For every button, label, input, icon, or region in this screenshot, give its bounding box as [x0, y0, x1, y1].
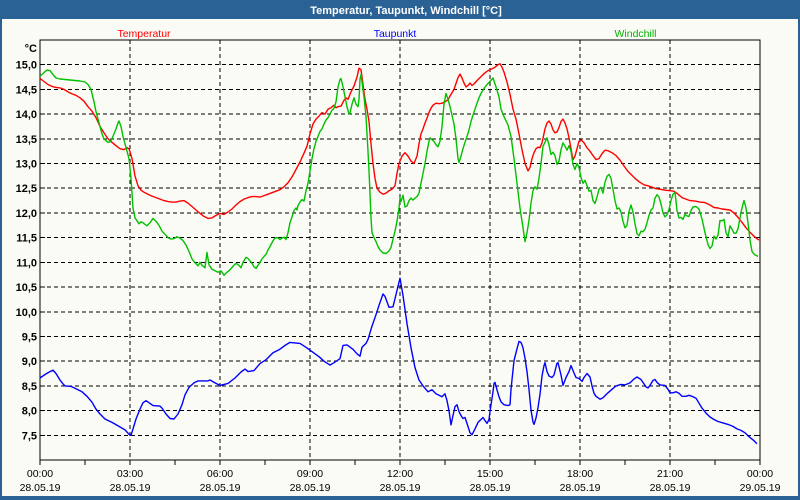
svg-text:21:00: 21:00 — [657, 468, 683, 480]
svg-text:12:00: 12:00 — [387, 468, 413, 480]
svg-text:09:00: 09:00 — [297, 468, 323, 480]
svg-text:15:00: 15:00 — [477, 468, 503, 480]
svg-text:11,0: 11,0 — [16, 257, 37, 269]
svg-text:14,0: 14,0 — [16, 109, 37, 121]
svg-text:28.05.19: 28.05.19 — [560, 482, 601, 494]
svg-text:15,0: 15,0 — [16, 60, 37, 72]
svg-text:Taupunkt: Taupunkt — [374, 28, 417, 40]
svg-text:Temperatur, Taupunkt, Windchil: Temperatur, Taupunkt, Windchill [°C] — [310, 5, 502, 17]
svg-text:8,0: 8,0 — [22, 406, 37, 418]
svg-text:9,5: 9,5 — [22, 332, 37, 344]
svg-text:Temperatur: Temperatur — [117, 28, 171, 40]
svg-text:Windchill: Windchill — [614, 28, 656, 40]
svg-text:8,5: 8,5 — [22, 381, 37, 393]
svg-text:11,5: 11,5 — [16, 233, 37, 245]
svg-text:12,5: 12,5 — [16, 183, 37, 195]
svg-text:28.05.19: 28.05.19 — [20, 482, 61, 494]
svg-text:°C: °C — [25, 43, 37, 55]
svg-text:12,0: 12,0 — [16, 208, 37, 220]
svg-text:28.05.19: 28.05.19 — [380, 482, 421, 494]
svg-text:00:00: 00:00 — [747, 468, 773, 480]
svg-text:00:00: 00:00 — [27, 468, 53, 480]
svg-text:14,5: 14,5 — [16, 84, 37, 96]
svg-text:9,0: 9,0 — [22, 356, 37, 368]
svg-text:28.05.19: 28.05.19 — [110, 482, 151, 494]
svg-text:10,0: 10,0 — [16, 307, 37, 319]
svg-text:28.05.19: 28.05.19 — [650, 482, 691, 494]
svg-text:06:00: 06:00 — [207, 468, 233, 480]
svg-text:13,0: 13,0 — [16, 159, 37, 171]
svg-text:13,5: 13,5 — [16, 134, 37, 146]
svg-text:03:00: 03:00 — [117, 468, 143, 480]
svg-text:28.05.19: 28.05.19 — [290, 482, 331, 494]
svg-text:28.05.19: 28.05.19 — [470, 482, 511, 494]
svg-text:29.05.19: 29.05.19 — [740, 482, 781, 494]
svg-text:18:00: 18:00 — [567, 468, 593, 480]
svg-text:28.05.19: 28.05.19 — [200, 482, 241, 494]
svg-text:10,5: 10,5 — [16, 282, 37, 294]
svg-text:7,5: 7,5 — [22, 430, 37, 442]
